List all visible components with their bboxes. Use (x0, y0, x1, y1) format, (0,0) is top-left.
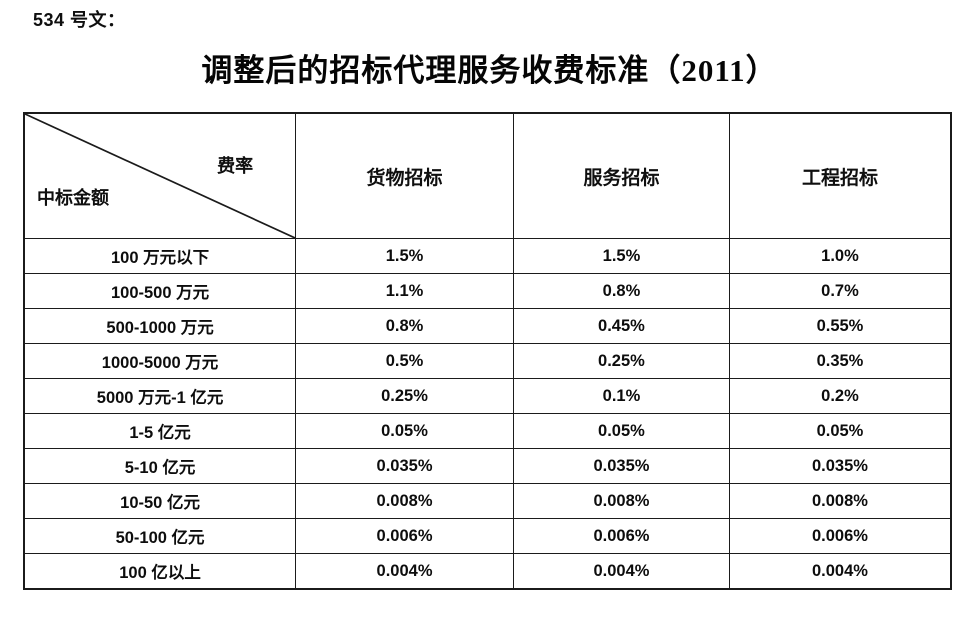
rate-cell: 0.006% (512, 518, 730, 554)
row-label-amount-range: 5000 万元-1 亿元 (23, 378, 297, 414)
table-row: 1-5 亿元 0.05% 0.05% 0.05% (23, 413, 952, 449)
column-header-goods: 货物招标 (295, 112, 514, 239)
rate-cell: 0.006% (728, 518, 952, 554)
diagonal-divider-line (25, 114, 295, 238)
table-row: 5-10 亿元 0.035% 0.035% 0.035% (23, 448, 952, 484)
rate-cell: 0.1% (512, 378, 730, 414)
rate-cell: 0.035% (295, 448, 514, 484)
column-header-services: 服务招标 (512, 112, 730, 239)
table-row: 50-100 亿元 0.006% 0.006% 0.006% (23, 518, 952, 554)
table-row: 100 亿以上 0.004% 0.004% 0.004% (23, 553, 952, 590)
rate-cell: 0.004% (728, 553, 952, 590)
corner-label-bid-amount: 中标金额 (37, 188, 109, 208)
rate-cell: 0.05% (728, 413, 952, 449)
rate-cell: 0.05% (295, 413, 514, 449)
rate-cell: 0.35% (728, 343, 952, 379)
rate-cell: 0.008% (295, 483, 514, 519)
rate-cell: 0.008% (728, 483, 952, 519)
rate-cell: 1.1% (295, 273, 514, 309)
rate-cell: 0.008% (512, 483, 730, 519)
row-label-amount-range: 100 万元以下 (23, 238, 297, 274)
rate-cell: 0.2% (728, 378, 952, 414)
rate-cell: 1.0% (728, 238, 952, 274)
rate-cell: 0.006% (295, 518, 514, 554)
column-header-engineering: 工程招标 (728, 112, 952, 239)
rate-cell: 0.8% (512, 273, 730, 309)
rate-cell: 0.035% (512, 448, 730, 484)
row-label-amount-range: 500-1000 万元 (23, 308, 297, 344)
rate-cell: 0.05% (512, 413, 730, 449)
fee-rate-table: 费率 中标金额 货物招标 服务招标 工程招标 100 万元以下 1.5% 1.5% 1… (23, 112, 952, 590)
rate-cell: 0.004% (295, 553, 514, 590)
row-label-amount-range: 100-500 万元 (23, 273, 297, 309)
page-title: 调整后的招标代理服务收费标准（2011） (201, 53, 778, 88)
table-row: 10-50 亿元 0.008% 0.008% 0.008% (23, 483, 952, 519)
rate-cell: 0.7% (728, 273, 952, 309)
row-label-amount-range: 5-10 亿元 (23, 448, 297, 484)
table-row: 5000 万元-1 亿元 0.25% 0.1% 0.2% (23, 378, 952, 414)
table-header: 费率 中标金额 货物招标 服务招标 工程招标 (23, 112, 952, 239)
rate-cell: 0.035% (728, 448, 952, 484)
rate-cell: 0.45% (512, 308, 730, 344)
rate-cell: 0.25% (295, 378, 514, 414)
table-row: 500-1000 万元 0.8% 0.45% 0.55% (23, 308, 952, 344)
rate-cell: 0.55% (728, 308, 952, 344)
row-label-amount-range: 100 亿以上 (23, 553, 297, 590)
row-label-amount-range: 1-5 亿元 (23, 413, 297, 449)
row-label-amount-range: 1000-5000 万元 (23, 343, 297, 379)
rate-cell: 0.25% (512, 343, 730, 379)
corner-label-fee-rate: 费率 (217, 156, 254, 176)
table-body: 100 万元以下 1.5% 1.5% 1.0% 100-500 万元 1.1% 0.8% 0.… (23, 238, 952, 590)
row-label-amount-range: 50-100 亿元 (23, 518, 297, 554)
table-row: 1000-5000 万元 0.5% 0.25% 0.35% (23, 343, 952, 379)
row-label-amount-range: 10-50 亿元 (23, 483, 297, 519)
rate-cell: 0.8% (295, 308, 514, 344)
table-corner-cell: 费率 中标金额 (23, 112, 297, 239)
table-row: 100 万元以下 1.5% 1.5% 1.0% (23, 238, 952, 274)
rate-cell: 0.5% (295, 343, 514, 379)
rate-cell: 0.004% (512, 553, 730, 590)
header-row: 费率 中标金额 货物招标 服务招标 工程招标 (23, 112, 952, 239)
rate-cell: 1.5% (295, 238, 514, 274)
rate-cell: 1.5% (512, 238, 730, 274)
table-row: 100-500 万元 1.1% 0.8% 0.7% (23, 273, 952, 309)
doc-number-label: 534 号文： (33, 10, 126, 30)
